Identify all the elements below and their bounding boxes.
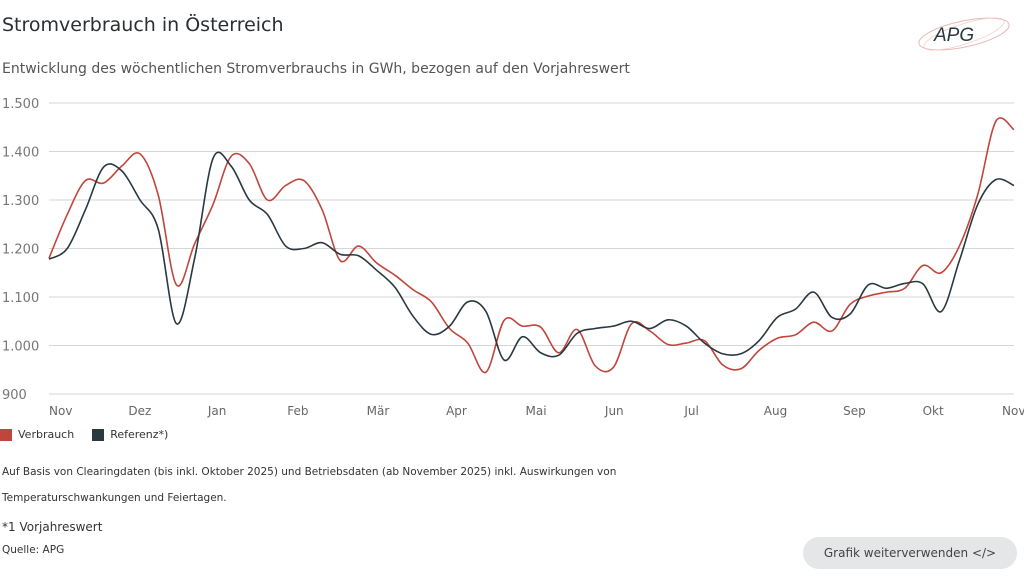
legend-label: Referenz*) — [110, 428, 169, 441]
legend-swatch — [0, 428, 12, 441]
y-tick-label: 1.100 — [2, 291, 39, 306]
page-title: Stromverbrauch in Österreich — [2, 14, 284, 36]
legend-label: Verbrauch — [18, 428, 75, 441]
legend-item-verbrauch[interactable]: Verbrauch — [0, 428, 74, 441]
legend-swatch — [92, 428, 105, 441]
line-chart: 900 1.000 1.100 1.200 1.300 1.400 1.500 Nov Dez J… — [2, 97, 1024, 418]
legend: Verbrauch Referenz*) — [0, 428, 168, 441]
note-line-1: Auf Basis von Clearingdaten (bis inkl. O… — [2, 466, 617, 478]
y-tick-label: 1.000 — [2, 340, 39, 355]
x-tick-label: Nov — [1002, 404, 1024, 418]
y-tick-label: 1.200 — [2, 243, 39, 258]
x-tick-label: Mai — [526, 404, 547, 418]
reuse-chart-button[interactable]: Grafik weiterverwenden </> — [803, 537, 1017, 569]
x-tick-label: Dez — [128, 404, 151, 418]
x-tick-label: Apr — [446, 404, 467, 418]
x-tick-label: Jan — [207, 404, 227, 418]
x-tick-label: Nov — [49, 404, 72, 418]
x-tick-label: Okt — [923, 404, 944, 418]
svg-text:APG: APG — [933, 25, 974, 46]
y-tick-label: 1.500 — [2, 97, 39, 112]
legend-item-referenz[interactable]: Referenz*) — [92, 428, 168, 441]
source: Quelle: APG — [2, 544, 65, 556]
note-line-2: Temperaturschwankungen und Feiertagen. — [2, 492, 227, 504]
x-tick-label: Sep — [843, 404, 866, 418]
x-tick-label: Mär — [367, 404, 390, 418]
series-line-referenz — [48, 151, 1015, 362]
x-tick-label: Jul — [683, 404, 698, 418]
apg-logo: APG — [918, 17, 1010, 51]
x-tick-label: Feb — [287, 404, 308, 418]
y-tick-label: 1.300 — [2, 194, 39, 209]
series-line-verbrauch — [48, 117, 1015, 374]
x-tick-label: Jun — [604, 404, 624, 418]
y-tick-label: 1.400 — [2, 146, 39, 161]
x-tick-label: Aug — [764, 404, 787, 418]
footnote: *1 Vorjahreswert — [2, 520, 103, 534]
chart-subtitle: Entwicklung des wöchentlichen Stromverbr… — [2, 61, 630, 77]
y-tick-label: 900 — [2, 388, 27, 403]
